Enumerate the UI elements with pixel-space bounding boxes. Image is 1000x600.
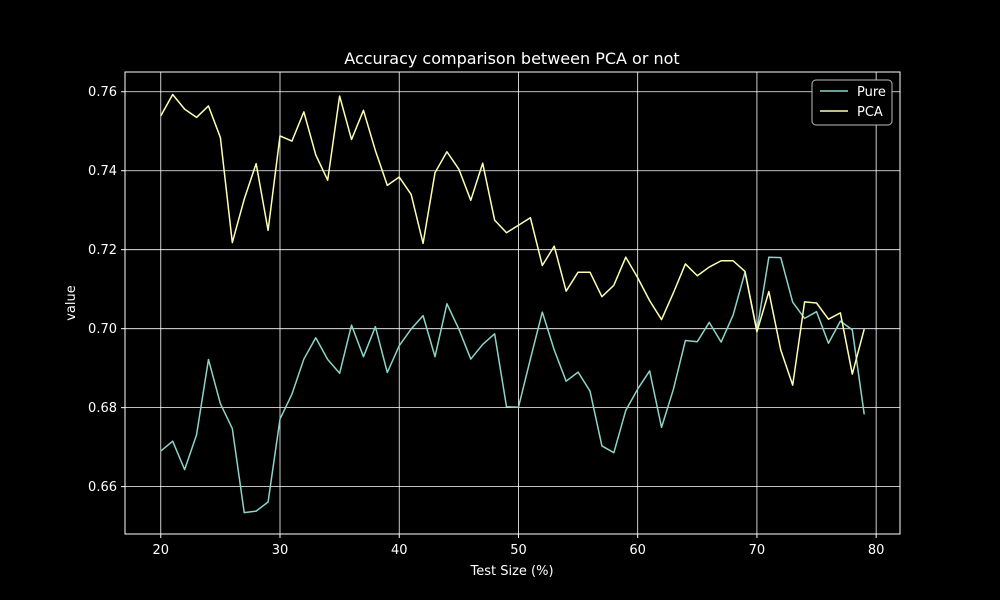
y-tick-label: 0.76 (88, 85, 117, 100)
y-axis-label: value (64, 285, 79, 321)
axis-ticks: 20 30 40 50 60 70 80 0.66 0.68 0.70 0.72 0.74 0.76 (88, 85, 884, 558)
x-tick-label: 30 (272, 543, 289, 558)
legend-label-pure: Pure (857, 85, 886, 100)
chart-title: Accuracy comparison between PCA or not (344, 49, 679, 68)
legend: Pure PCA (811, 79, 893, 126)
plot-area-frame (124, 71, 901, 535)
x-tick-label: 20 (152, 543, 169, 558)
x-tick-label: 70 (749, 543, 766, 558)
y-tick-label: 0.70 (88, 322, 117, 337)
grid (125, 72, 900, 534)
series-line-pca (160, 93, 865, 386)
y-tick-label: 0.68 (88, 401, 117, 416)
x-tick-label: 80 (868, 543, 885, 558)
y-tick-label: 0.72 (88, 243, 117, 258)
x-tick-label: 50 (510, 543, 527, 558)
y-tick-label: 0.66 (88, 480, 117, 495)
x-axis-label: Test Size (%) (469, 564, 553, 579)
series-lines (160, 93, 865, 514)
legend-label-pca: PCA (857, 105, 883, 120)
x-tick-label: 60 (629, 543, 646, 558)
x-tick-label: 40 (391, 543, 408, 558)
y-tick-label: 0.74 (88, 164, 117, 179)
